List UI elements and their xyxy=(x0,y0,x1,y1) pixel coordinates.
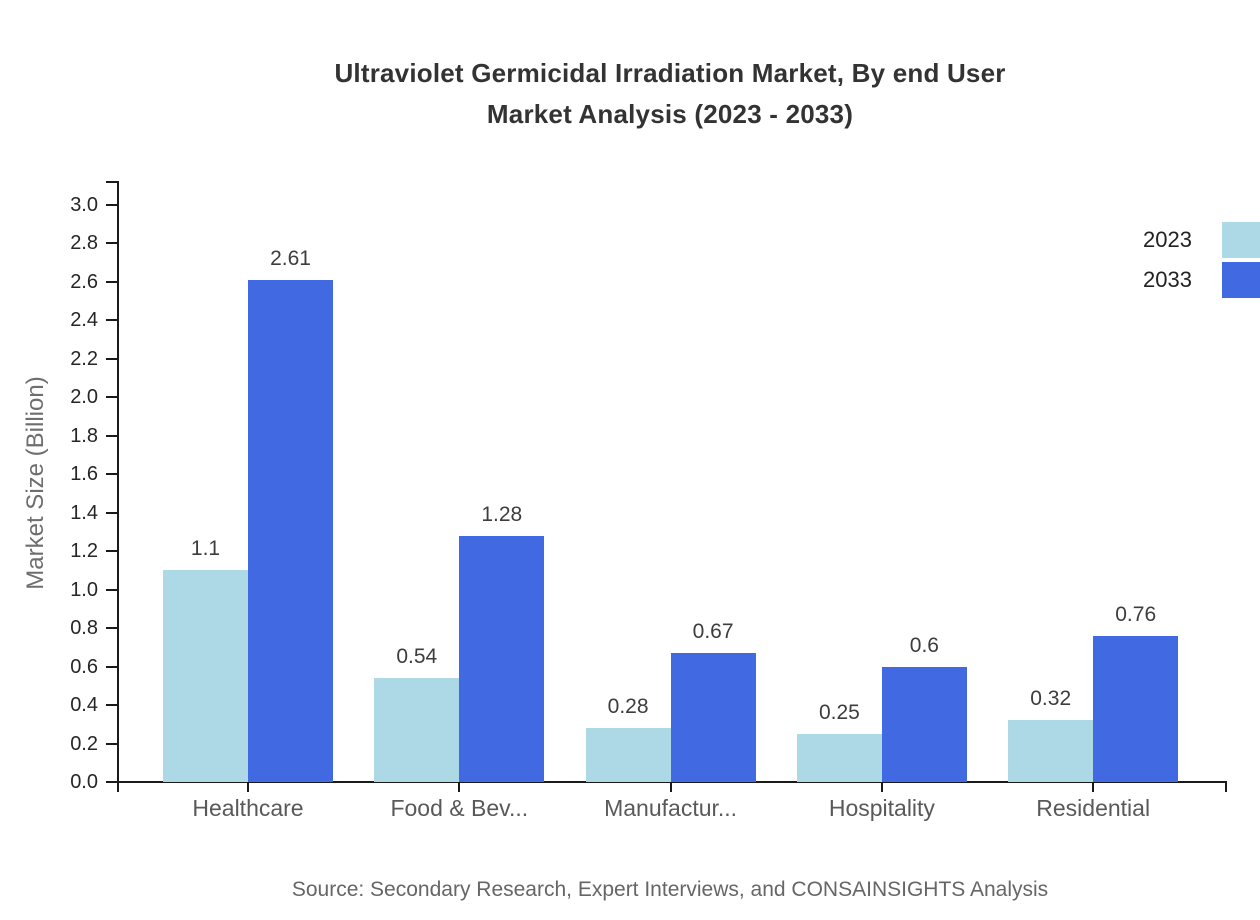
bar-2033-residential xyxy=(1093,635,1179,782)
y-axis-tick xyxy=(106,280,117,283)
x-axis-category-label: Manufactur... xyxy=(604,795,738,821)
bar-2033-healthcare xyxy=(248,280,333,782)
y-axis-tick-label: 1.4 xyxy=(70,501,98,524)
chart-title-line1: Ultraviolet Germicidal Irradiation Marke… xyxy=(334,58,1006,88)
y-axis-tick xyxy=(106,204,117,206)
y-axis-tick xyxy=(106,473,117,476)
x-axis-line xyxy=(117,781,1227,783)
bar-2033-manufactur- xyxy=(670,653,756,782)
y-axis-tick-label: 0.6 xyxy=(70,655,98,678)
x-axis-tick xyxy=(458,783,461,792)
legend-item-2033: 2033 xyxy=(1143,262,1260,298)
y-axis-tick-label: 0.4 xyxy=(70,694,98,717)
y-axis-tick-label: 2.4 xyxy=(70,309,98,332)
legend-swatch-2033-icon xyxy=(1222,262,1260,298)
y-axis-tick-label: 1.6 xyxy=(70,463,98,486)
bar-2023-hospitality xyxy=(796,733,882,782)
bar-2023-food-bev- xyxy=(374,678,460,782)
bar-2023-healthcare xyxy=(163,570,248,782)
y-axis-tick-label: 1.0 xyxy=(70,578,98,601)
y-axis-tick xyxy=(106,511,117,514)
y-axis-tick xyxy=(106,357,117,360)
y-axis-tick-label: 0.2 xyxy=(70,732,98,755)
x-axis-category-label: Hospitality xyxy=(828,795,935,821)
y-axis-tick xyxy=(106,550,117,553)
y-axis-tick xyxy=(106,781,117,783)
bar-value-label: 0.6 xyxy=(909,633,939,657)
y-axis-tick-label: 2.0 xyxy=(70,386,98,409)
chart-title-line2: Market Analysis (2023 - 2033) xyxy=(486,99,854,129)
y-axis-tick xyxy=(106,665,117,668)
y-axis-tick-label: 1.2 xyxy=(70,540,98,563)
bar-2023-residential xyxy=(1008,720,1094,782)
legend-label-2033: 2033 xyxy=(1143,267,1192,292)
y-axis-tick xyxy=(106,434,117,437)
y-axis-tick xyxy=(106,319,117,322)
bar-value-label: 0.76 xyxy=(1115,602,1157,626)
x-axis-category-label: Food & Bev... xyxy=(390,795,529,821)
y-axis-tick-label: 0.8 xyxy=(70,617,98,640)
x-axis-tick xyxy=(247,783,249,792)
y-axis-tick xyxy=(106,704,117,707)
y-axis-tick-label: 2.8 xyxy=(70,232,98,255)
y-axis-tick xyxy=(106,742,117,745)
chart-title: Ultraviolet Germicidal Irradiation Marke… xyxy=(80,53,1260,135)
x-axis-category-label: Residential xyxy=(1036,795,1151,821)
bar-value-label: 0.67 xyxy=(692,620,734,644)
bar-value-label: 1.1 xyxy=(190,537,221,561)
y-axis-tick xyxy=(106,627,117,630)
y-axis-tick xyxy=(106,588,117,591)
y-axis-tick-label: 2.6 xyxy=(70,270,98,293)
bar-value-label: 0.25 xyxy=(818,700,860,724)
y-axis-line xyxy=(117,181,119,792)
y-axis-tick xyxy=(106,242,117,245)
x-axis-tick xyxy=(880,783,883,792)
y-axis-tick-label: 1.8 xyxy=(70,424,98,447)
legend-swatch-2023-icon xyxy=(1222,222,1260,258)
x-axis-category-label: Healthcare xyxy=(192,795,304,821)
bar-value-label: 1.28 xyxy=(481,502,523,526)
legend-item-2023: 2023 xyxy=(1143,222,1260,258)
legend-label-2023: 2023 xyxy=(1143,227,1192,252)
bar-value-label: 0.28 xyxy=(607,695,649,719)
bar-value-label: 0.32 xyxy=(1030,687,1072,711)
bar-2023-manufactur- xyxy=(585,728,671,782)
y-axis-top-cap xyxy=(106,181,119,183)
bar-2033-food-bev- xyxy=(459,535,545,782)
y-axis-tick-label: 2.2 xyxy=(70,347,98,370)
y-axis-tick xyxy=(106,396,117,399)
x-axis-end-tick xyxy=(1225,783,1227,792)
x-axis-tick xyxy=(669,783,672,792)
source-note: Source: Secondary Research, Expert Inter… xyxy=(291,878,1049,901)
bar-value-label: 2.61 xyxy=(270,247,311,270)
y-axis-tick-label: 0.0 xyxy=(70,771,98,793)
bar-2033-hospitality xyxy=(881,666,967,782)
y-axis-tick-label: 3.0 xyxy=(70,194,98,216)
x-axis-tick xyxy=(1092,783,1095,792)
bar-value-label: 0.54 xyxy=(396,645,438,669)
